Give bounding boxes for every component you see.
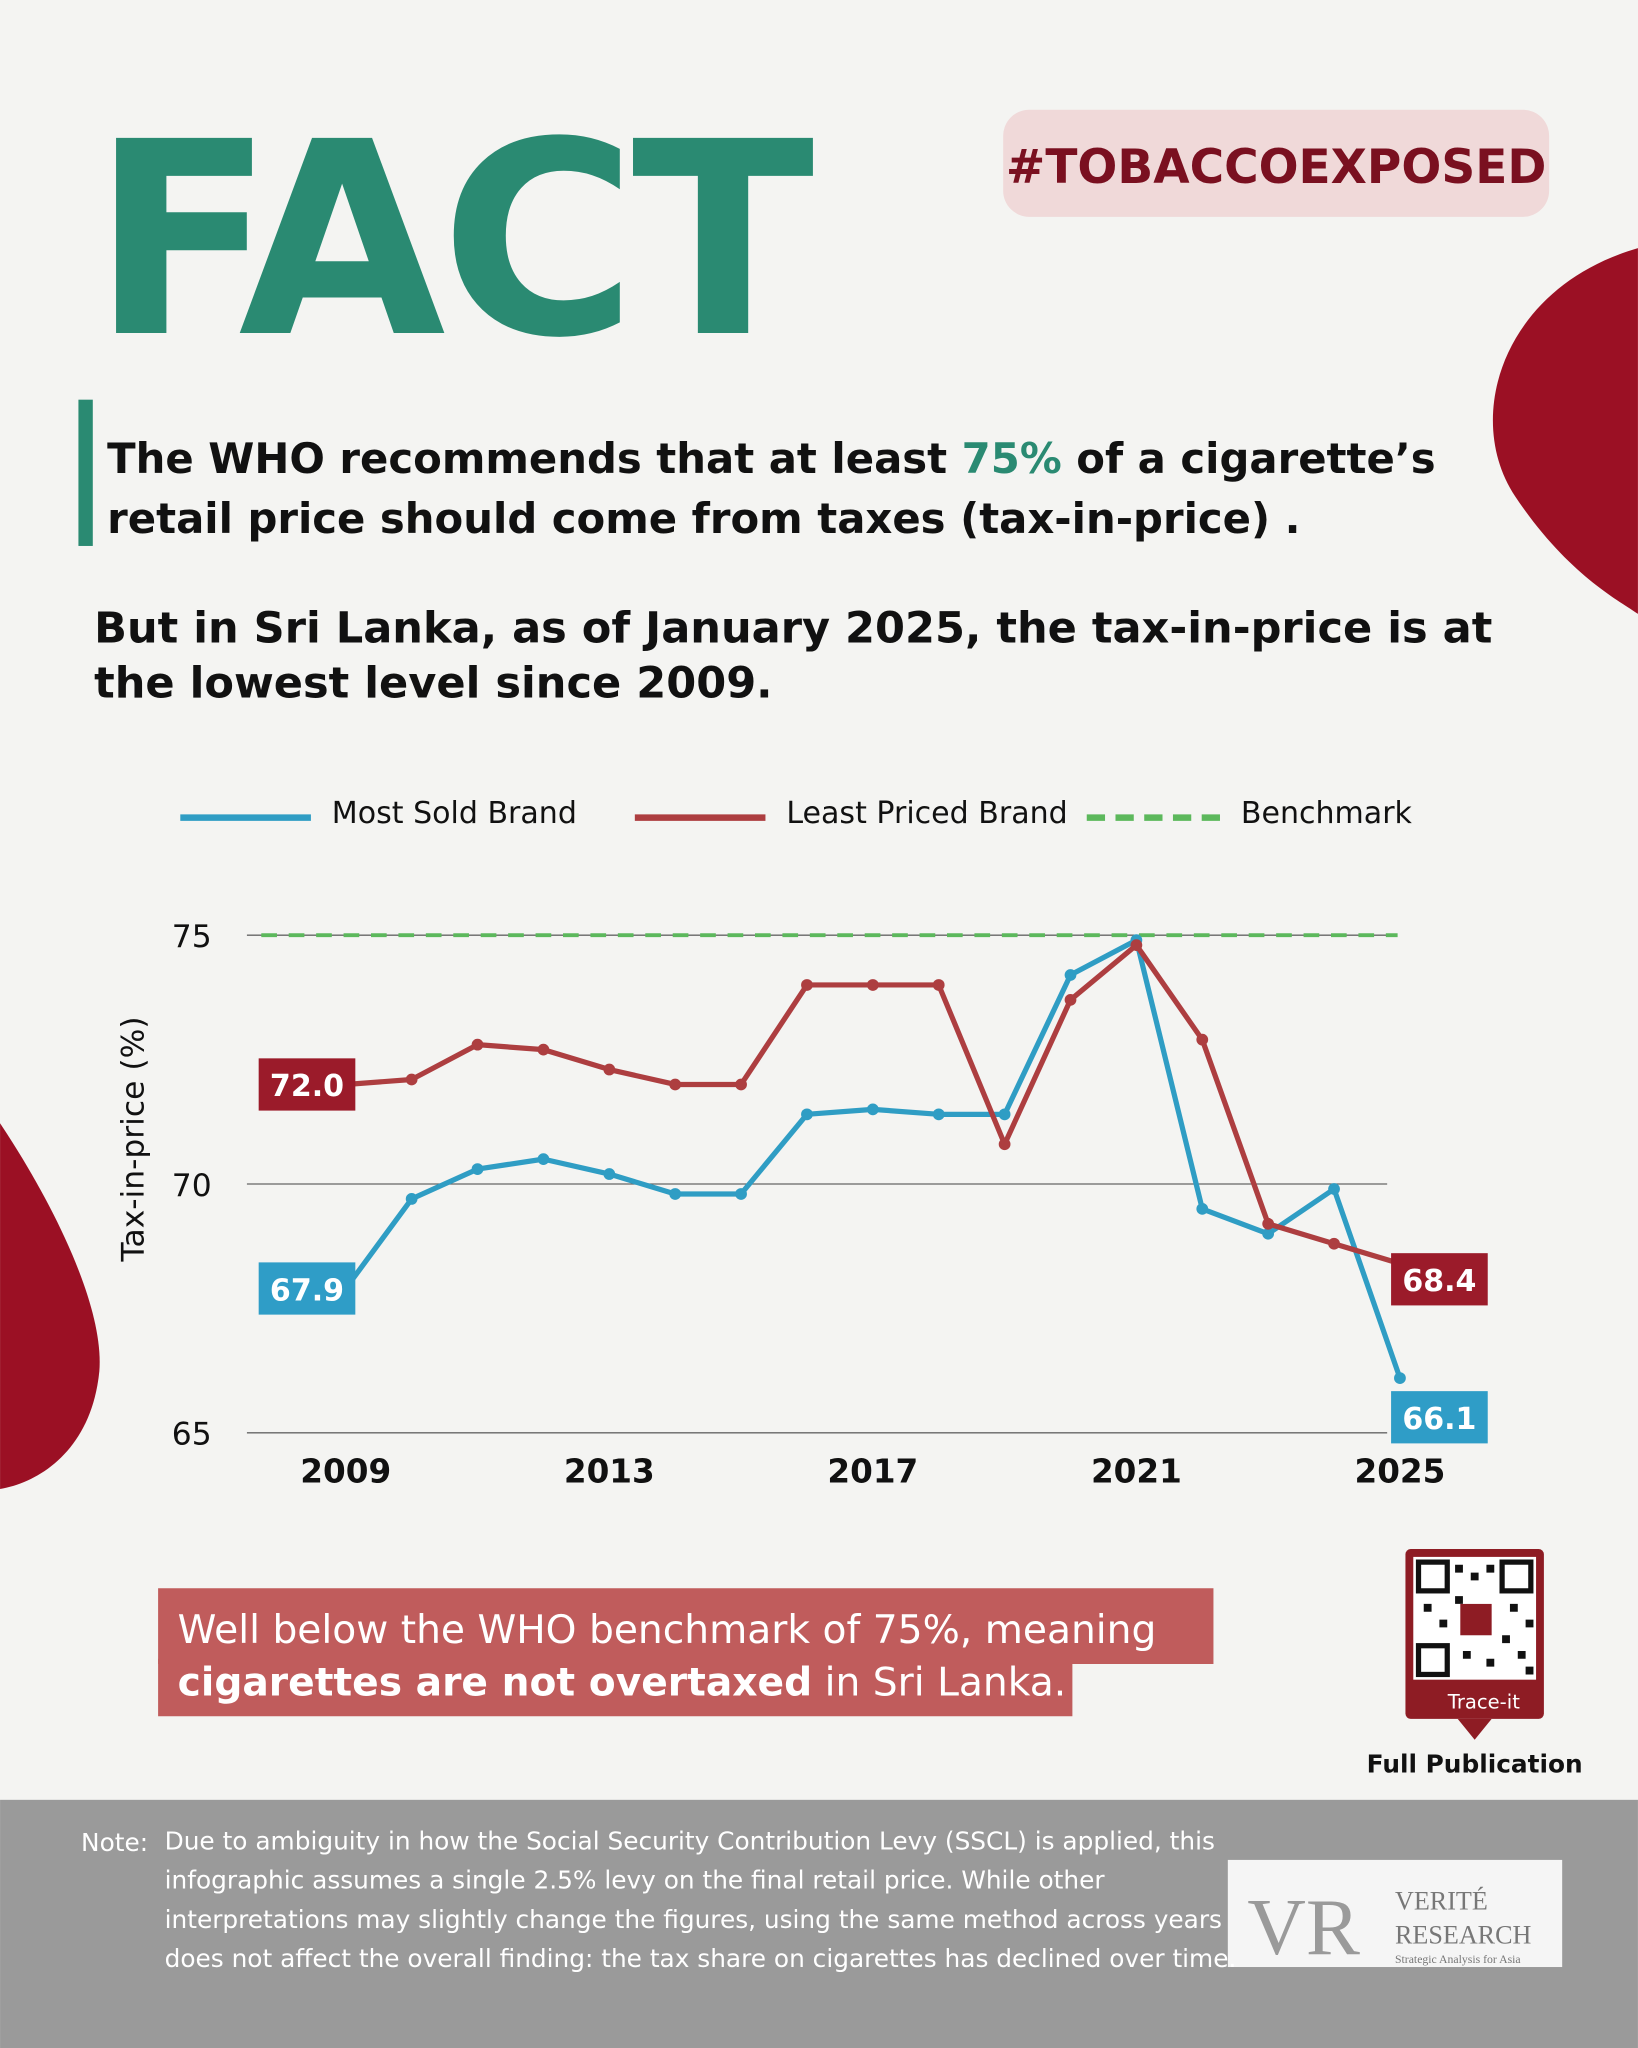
series-point (1328, 1237, 1340, 1250)
series-point (1394, 1372, 1406, 1384)
note-line: does not affect the overall finding: the… (165, 1944, 1237, 1973)
value-label-box (258, 1058, 356, 1111)
qr-button: Trace-it (1447, 1690, 1520, 1713)
series-point (998, 1108, 1011, 1121)
qr-finder (1499, 1559, 1534, 1594)
series-point (1196, 1203, 1209, 1215)
y-tick-label: 75 (172, 919, 212, 955)
series-point (405, 1193, 418, 1205)
series-point (801, 1108, 813, 1121)
qr-finder (1415, 1559, 1450, 1594)
note-line: Due to ambiguity in how the Social Secur… (165, 1826, 1215, 1855)
series-point (669, 1188, 682, 1200)
legend-label: Most Sold Brand (332, 796, 577, 831)
series-point (537, 1043, 550, 1056)
series-point (998, 1138, 1011, 1151)
x-tick-label: 2013 (564, 1452, 655, 1490)
hashtag: #TOBACCOEXPOSED (1006, 140, 1546, 195)
series-point (866, 1103, 879, 1116)
series-point (1328, 1183, 1340, 1195)
intro-line: But in Sri Lanka, as of January 2025, th… (94, 604, 1492, 654)
series-point (669, 1078, 682, 1091)
callout-part: in Sri Lanka. (812, 1660, 1066, 1705)
x-tick-label: 2021 (1091, 1452, 1182, 1490)
intro-line: retail price should come from taxes (tax… (107, 494, 1300, 543)
logo-name: VERITÉ (1395, 1887, 1488, 1916)
series-point (1064, 969, 1077, 981)
x-tick-label: 2017 (827, 1452, 918, 1490)
callout-box (158, 1658, 1073, 1717)
y-tick-label: 70 (172, 1168, 212, 1204)
series-point (537, 1153, 550, 1165)
series-point (932, 1108, 945, 1121)
hashtag-box (1003, 109, 1550, 217)
qr-finder (1415, 1643, 1450, 1678)
value-label: 66.1 (1402, 1402, 1476, 1437)
callout-text: Well below the WHO benchmark of 75%, mea… (178, 1608, 1157, 1653)
series-point (735, 1078, 747, 1091)
series-point (1130, 939, 1143, 952)
callout-bold: cigarettes are not overtaxed (178, 1660, 812, 1705)
legend-label: Benchmark (1241, 796, 1413, 831)
chart: 65 70 75 2009 2013 2017 2021 2025 Tax-in-price (… (116, 796, 1488, 1490)
x-tick-label: 2009 (300, 1452, 391, 1490)
decor-blob (1492, 248, 1638, 614)
y-axis-label: Tax-in-price (%) (116, 1016, 152, 1262)
series-point (1196, 1033, 1209, 1046)
series-point (801, 979, 813, 991)
note-label: Note: (81, 1828, 148, 1857)
logo-tagline: Strategic Analysis for Asia (1395, 1953, 1521, 1966)
qr-caption: Full Publication (1367, 1749, 1583, 1778)
intro-part: of a cigarette’s (1062, 434, 1436, 483)
y-tick-label: 65 (172, 1417, 212, 1453)
series-point (1262, 1217, 1275, 1230)
intro-highlight: 75% (962, 434, 1062, 483)
qr-logo (1460, 1603, 1492, 1636)
note-line: interpretations may slightly change the … (165, 1905, 1222, 1934)
callout-box (158, 1588, 1214, 1664)
intro-line: the lowest level since 2009. (94, 658, 772, 708)
series-point (932, 979, 945, 991)
qr-code[interactable]: Trace-it (1405, 1549, 1544, 1740)
note: Due to ambiguity in how the Social Secur… (165, 1826, 1237, 1973)
title: FACT (91, 85, 815, 397)
intro-line: The WHO recommends that at least 75% of … (107, 434, 1435, 483)
series-point (1064, 993, 1077, 1006)
series-point (603, 1168, 616, 1180)
logo-mark: VR (1247, 1882, 1359, 1972)
value-label-box (1391, 1253, 1488, 1306)
value-label-box (1391, 1391, 1488, 1444)
note-line: infographic assumes a single 2.5% levy o… (165, 1866, 1106, 1895)
series-point (603, 1063, 616, 1076)
series-point (471, 1163, 484, 1175)
intro-part: The WHO recommends that at least (107, 434, 962, 483)
x-tick-label: 2025 (1355, 1452, 1446, 1490)
logo-box (1227, 1859, 1563, 1968)
qr-modules (1423, 1564, 1534, 1675)
value-label: 72.0 (270, 1069, 344, 1104)
series-point (471, 1038, 484, 1051)
legend-label: Least Priced Brand (786, 796, 1067, 831)
value-label: 67.9 (270, 1273, 344, 1308)
value-label: 68.4 (1402, 1264, 1476, 1299)
accent-bar (78, 399, 93, 546)
callout-text: cigarettes are not overtaxed in Sri Lank… (178, 1660, 1067, 1705)
series-point (735, 1188, 747, 1200)
series-point (405, 1073, 418, 1086)
series-point (1262, 1227, 1275, 1240)
value-label-box (258, 1262, 356, 1315)
qr-pointer (1457, 1718, 1492, 1740)
logo-name: RESEARCH (1395, 1921, 1532, 1950)
series-point (866, 979, 879, 991)
decor-blob (0, 1123, 100, 1489)
